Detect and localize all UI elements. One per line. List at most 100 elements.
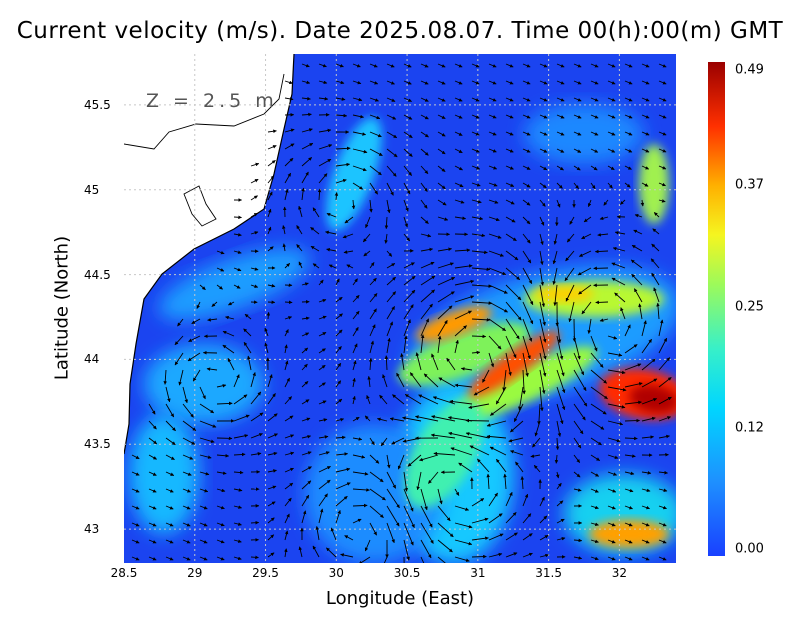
velocity-arrow xyxy=(454,264,473,269)
velocity-arrow xyxy=(505,352,512,376)
velocity-arrow xyxy=(250,452,262,456)
velocity-arrow xyxy=(488,533,504,541)
velocity-arrow xyxy=(564,267,575,282)
velocity-arrow xyxy=(437,97,446,102)
coastline xyxy=(124,54,295,455)
velocity-arrow xyxy=(383,556,388,563)
x-tick-label: 31.5 xyxy=(535,566,562,580)
velocity-arrow xyxy=(362,233,371,243)
velocity-arrow xyxy=(420,165,429,175)
velocity-arrow xyxy=(301,316,310,321)
velocity-arrow xyxy=(165,437,176,446)
lake-outline xyxy=(183,185,217,227)
velocity-arrow xyxy=(420,303,433,320)
velocity-arrow xyxy=(633,229,643,235)
velocity-arrow xyxy=(420,97,429,102)
velocity-arrow xyxy=(624,165,632,170)
velocity-arrow xyxy=(369,165,382,176)
velocity-arrow xyxy=(284,329,289,337)
velocity-arrow xyxy=(284,80,293,85)
velocity-arrow xyxy=(556,352,565,377)
velocity-arrow xyxy=(284,451,295,456)
velocity-arrow xyxy=(471,498,485,507)
velocity-arrow xyxy=(284,316,293,320)
chart-title: Current velocity (m/s). Date 2025.08.07.… xyxy=(16,18,784,44)
velocity-arrow xyxy=(471,554,487,559)
velocity-arrow xyxy=(335,113,348,118)
velocity-arrow xyxy=(471,216,484,221)
velocity-arrow xyxy=(554,454,559,464)
velocity-arrow xyxy=(216,522,225,527)
velocity-arrow xyxy=(505,97,514,102)
velocity-arrow xyxy=(594,249,609,254)
velocity-arrow xyxy=(267,451,278,456)
velocity-arrow xyxy=(587,199,592,207)
velocity-arrow xyxy=(335,380,342,388)
velocity-arrow xyxy=(578,284,592,295)
velocity-arrow xyxy=(369,199,373,213)
velocity-arrow xyxy=(505,284,522,301)
velocity-arrow xyxy=(624,131,633,136)
velocity-arrow xyxy=(267,284,276,288)
velocity-arrow xyxy=(199,284,206,291)
velocity-arrow xyxy=(556,131,565,136)
velocity-arrow xyxy=(510,420,524,433)
velocity-arrow xyxy=(284,482,294,490)
velocity-arrow xyxy=(553,233,558,245)
velocity-arrow xyxy=(438,377,456,388)
velocity-arrow xyxy=(415,352,422,371)
velocity-arrow xyxy=(573,386,588,407)
velocity-arrow xyxy=(310,226,320,235)
x-tick-label: 30 xyxy=(328,566,344,580)
velocity-arrow xyxy=(515,461,524,473)
velocity-arrow xyxy=(539,233,544,246)
velocity-arrow xyxy=(264,342,269,354)
velocity-arrow xyxy=(437,148,446,155)
velocity-arrow xyxy=(658,199,666,203)
velocity-arrow xyxy=(488,233,502,239)
velocity-arrow xyxy=(454,522,473,529)
velocity-arrow xyxy=(522,97,531,102)
velocity-arrow xyxy=(233,505,242,509)
velocity-arrow xyxy=(505,114,514,119)
velocity-arrow xyxy=(607,539,616,544)
velocity-arrow xyxy=(607,420,624,426)
velocity-arrow xyxy=(420,318,430,337)
velocity-arrow xyxy=(148,522,157,527)
velocity-arrow xyxy=(569,216,575,225)
velocity-arrow xyxy=(641,398,658,405)
velocity-arrow xyxy=(403,335,408,354)
velocity-arrow xyxy=(553,284,558,307)
velocity-arrow xyxy=(471,233,486,238)
velocity-arrow xyxy=(131,556,140,561)
velocity-arrow xyxy=(573,488,582,492)
velocity-arrow xyxy=(437,320,448,337)
velocity-arrow xyxy=(658,470,668,475)
velocity-arrow xyxy=(505,335,517,359)
velocity-arrow xyxy=(148,505,157,510)
velocity-arrow xyxy=(199,403,215,414)
velocity-arrow xyxy=(590,539,599,544)
velocity-arrow xyxy=(352,343,358,354)
velocity-arrow xyxy=(225,315,235,320)
velocity-arrow xyxy=(437,80,446,85)
velocity-arrow xyxy=(641,539,650,544)
velocity-arrow xyxy=(488,552,503,558)
velocity-arrow xyxy=(505,148,514,153)
velocity-arrow xyxy=(590,148,599,153)
velocity-arrow xyxy=(420,522,434,544)
velocity-arrow xyxy=(233,284,241,289)
velocity-arrow xyxy=(495,386,507,405)
velocity-arrow xyxy=(522,165,531,170)
velocity-arrow xyxy=(471,131,480,136)
velocity-arrow xyxy=(454,248,471,253)
velocity-arrow xyxy=(250,372,256,388)
velocity-arrow xyxy=(658,556,667,561)
velocity-arrow xyxy=(131,505,140,510)
velocity-arrow xyxy=(384,216,389,230)
velocity-arrow xyxy=(437,539,453,553)
velocity-arrow xyxy=(420,80,429,85)
speed-band xyxy=(158,247,310,321)
velocity-arrow xyxy=(590,386,608,400)
velocity-arrow xyxy=(539,335,547,360)
